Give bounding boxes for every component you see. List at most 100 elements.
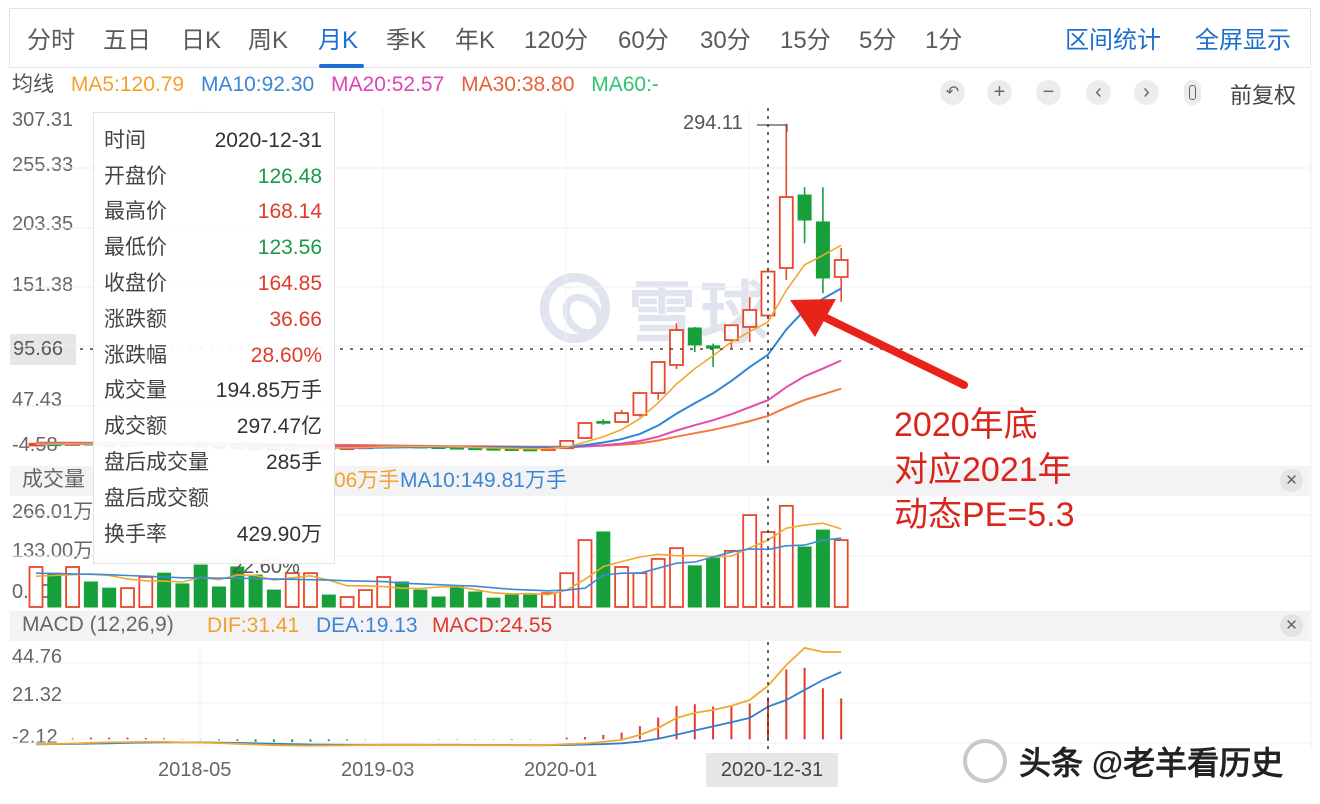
ma-legend-title: 均线 — [12, 73, 54, 96]
tooltip-row: 收盘价 164.85 — [104, 266, 322, 302]
tab-quarterly-k[interactable]: 季K — [386, 27, 427, 54]
crosshair-date-label: 2020-12-31 — [706, 753, 838, 787]
volume-bar — [175, 583, 190, 608]
candle-body — [632, 392, 648, 416]
data-tooltip: 时间 2020-12-31 开盘价 126.48 最高价 168.14 最低价 123.56 收… — [93, 112, 335, 564]
tab-15min[interactable]: 15分 — [780, 27, 831, 54]
tooltip-label: 最高价 — [104, 200, 167, 224]
fullscreen-link[interactable]: 全屏显示 — [1195, 27, 1291, 54]
x-axis-label: 2019-03 — [341, 759, 415, 781]
chevron-left-icon[interactable]: ‹ — [1086, 80, 1111, 105]
macd-dif-line — [35, 646, 842, 747]
volume-bar — [541, 592, 556, 608]
macd-panel-header: MACD (12,26,9) DIF:31.41 DEA:19.13 MACD:… — [10, 611, 1310, 641]
toutiao-watermark: 头条 @老羊看历史 — [963, 738, 1283, 784]
volume-bar — [339, 596, 355, 608]
ma30-value: MA30:38.80 — [461, 73, 575, 96]
ma10-value: MA10:92.30 — [200, 73, 315, 96]
tab-30min[interactable]: 30分 — [700, 27, 751, 54]
annotation-arrow-head-icon — [790, 299, 836, 337]
volume-bar — [193, 564, 208, 608]
macd-dea-value: DEA:19.13 — [316, 614, 418, 637]
candle-body — [742, 309, 758, 328]
volume-bar — [266, 589, 281, 608]
volume-bar — [449, 586, 464, 608]
volume-bar — [83, 581, 98, 608]
scroll-toggle-icon[interactable] — [1184, 80, 1201, 105]
volume-bar — [669, 547, 684, 608]
zoom-in-icon[interactable]: + — [987, 80, 1012, 105]
zoom-out-icon[interactable]: − — [1036, 80, 1061, 105]
tab-weekly-k[interactable]: 周K — [248, 27, 289, 54]
undo-icon[interactable]: ↶ — [940, 80, 965, 105]
volume-bar — [778, 504, 794, 608]
tooltip-value: 123.56 — [257, 236, 322, 260]
candle-body — [614, 412, 629, 423]
tooltip-label: 盘后成交额 — [104, 486, 209, 510]
tooltip-row: 涨跌额 36.66 — [104, 302, 322, 338]
volume-bar — [65, 566, 80, 608]
volume-bar — [357, 589, 373, 608]
volume-bar — [376, 576, 392, 608]
tooltip-value: 194.85万手 — [215, 379, 322, 403]
volume-bar — [577, 539, 593, 608]
tab-daily-k[interactable]: 日K — [181, 27, 222, 54]
tab-120min[interactable]: 120分 — [524, 27, 589, 54]
tooltip-row: 时间 2020-12-31 — [104, 123, 322, 159]
volume-bar — [596, 531, 611, 608]
volume-bar — [650, 558, 666, 608]
tooltip-value: 2020-12-31 — [214, 128, 322, 152]
volume-bar — [815, 529, 830, 608]
volume-bar — [632, 572, 648, 608]
candle-body — [833, 259, 849, 278]
tooltip-label: 收盘价 — [104, 272, 167, 296]
x-axis-label: 2020-01 — [524, 759, 598, 781]
candle-body — [577, 422, 593, 439]
tab-1min[interactable]: 1分 — [925, 27, 963, 54]
volume-bar — [395, 581, 409, 608]
close-volume-panel-icon[interactable]: ✕ — [1280, 469, 1303, 492]
volume-bar — [212, 586, 226, 608]
volume-bar — [157, 572, 172, 608]
volume-bar — [833, 539, 849, 608]
tab-five-day[interactable]: 五日 — [103, 27, 151, 54]
candle-body — [669, 329, 684, 366]
ma5-value: MA5:120.79 — [70, 73, 185, 96]
tab-60min[interactable]: 60分 — [618, 27, 669, 54]
candle-body — [815, 221, 830, 279]
volume-bar — [120, 587, 135, 608]
volume-bar — [706, 557, 721, 608]
volume-panel-title: 成交量 — [22, 468, 85, 491]
tooltip-value: 429.90万 — [236, 522, 322, 546]
close-macd-panel-icon[interactable]: ✕ — [1280, 614, 1303, 637]
candle-body — [687, 327, 702, 346]
volume-bar — [321, 594, 336, 608]
ma20-value: MA20:52.57 — [331, 73, 445, 96]
toutiao-logo-icon — [963, 739, 1007, 783]
macd-hist-value: MACD:24.55 — [432, 614, 553, 637]
volume-bar — [248, 574, 263, 608]
annotation-line: 2020年底 — [894, 406, 1038, 444]
tab-yearly-k[interactable]: 年K — [455, 27, 496, 54]
price-adjust-select[interactable]: 前复权 — [1230, 83, 1297, 108]
tab-intraday[interactable]: 分时 — [27, 27, 75, 54]
tab-monthly-k[interactable]: 月K — [318, 27, 359, 54]
candle-body — [797, 194, 812, 221]
tooltip-label: 涨跌额 — [104, 307, 167, 331]
xueqiu-logo-icon — [540, 272, 610, 343]
candle-body — [596, 420, 611, 424]
tooltip-value: 28.60% — [250, 343, 322, 367]
tooltip-value: 164.85 — [257, 272, 322, 296]
tooltip-row: 换手率 429.90万 — [104, 517, 322, 553]
volume-axis-label: 266.01万 — [12, 501, 94, 523]
range-stats-link[interactable]: 区间统计 — [1065, 27, 1161, 54]
x-axis-label: 2018-05 — [158, 759, 232, 781]
chevron-right-icon[interactable]: › — [1134, 80, 1159, 105]
price-axis-label: 307.31 — [12, 109, 74, 131]
period-tab-bar: 分时 五日 日K 周K 月K 季K 年K 120分 60分 30分 15分 5分… — [9, 8, 1311, 68]
volume-bar — [486, 597, 501, 608]
tab-5min[interactable]: 5分 — [859, 27, 897, 54]
candle-body — [650, 361, 666, 394]
volume-bar — [724, 549, 739, 608]
volume-bar — [797, 546, 812, 608]
